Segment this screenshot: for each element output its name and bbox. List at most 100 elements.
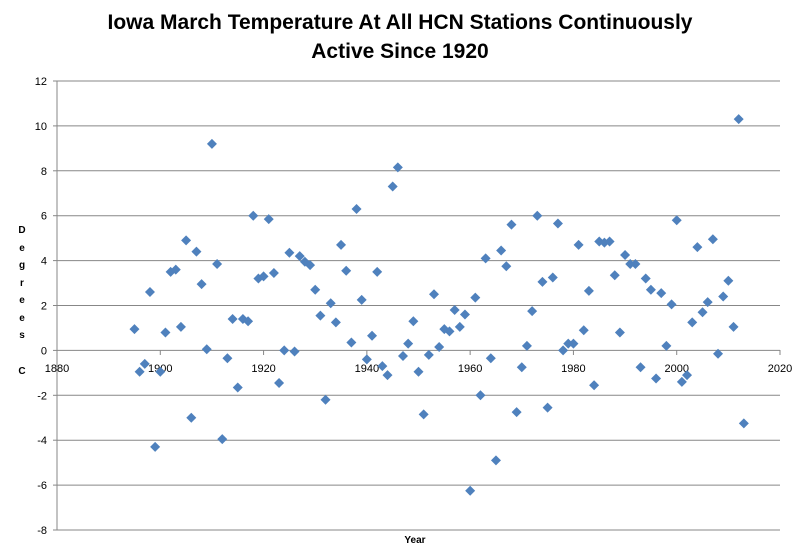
y-axis-label-letter: e bbox=[19, 312, 25, 324]
chart-title-line1: Iowa March Temperature At All HCN Statio… bbox=[107, 11, 693, 34]
data-point bbox=[733, 114, 744, 125]
y-tick-label: -6 bbox=[37, 480, 47, 492]
y-axis-label-letter: e bbox=[19, 242, 25, 254]
data-point bbox=[305, 260, 316, 271]
x-tick-label: 1940 bbox=[355, 363, 379, 375]
data-point bbox=[444, 326, 455, 337]
data-point bbox=[382, 370, 393, 381]
data-point bbox=[527, 306, 538, 317]
y-axis-label-letter: C bbox=[18, 365, 26, 377]
data-point bbox=[367, 330, 378, 341]
data-point bbox=[356, 294, 367, 305]
data-point bbox=[645, 284, 656, 295]
data-point bbox=[511, 407, 522, 418]
data-point bbox=[398, 351, 409, 362]
y-tick-label: 6 bbox=[41, 211, 47, 223]
data-point bbox=[702, 297, 713, 308]
data-point bbox=[506, 219, 517, 230]
data-point bbox=[289, 346, 300, 357]
y-tick-label: 10 bbox=[35, 121, 47, 133]
data-point bbox=[361, 354, 372, 365]
data-point bbox=[341, 265, 352, 276]
data-point bbox=[454, 321, 465, 332]
y-tick-label: 8 bbox=[41, 166, 47, 178]
data-point bbox=[532, 210, 543, 221]
data-point bbox=[676, 376, 687, 387]
data-point bbox=[155, 366, 166, 377]
data-point bbox=[320, 394, 331, 405]
data-point bbox=[697, 307, 708, 318]
data-point bbox=[568, 338, 579, 349]
data-point bbox=[423, 349, 434, 360]
data-point bbox=[232, 382, 243, 393]
data-point bbox=[516, 362, 527, 373]
y-tick-label: -4 bbox=[37, 435, 47, 447]
data-point bbox=[682, 370, 693, 381]
x-tick-label: 2020 bbox=[768, 363, 792, 375]
data-point bbox=[403, 338, 414, 349]
data-point bbox=[578, 325, 589, 336]
data-point bbox=[434, 342, 445, 353]
data-point bbox=[279, 345, 290, 356]
data-point bbox=[330, 317, 341, 328]
chart-title-line2: Active Since 1920 bbox=[311, 40, 489, 63]
data-point bbox=[346, 337, 357, 348]
data-point bbox=[542, 402, 553, 413]
data-point bbox=[129, 324, 140, 335]
data-point bbox=[449, 304, 460, 315]
data-point bbox=[222, 353, 233, 364]
data-point bbox=[738, 418, 749, 429]
y-axis-label-letter: s bbox=[19, 330, 25, 341]
x-tick-label: 2000 bbox=[664, 363, 688, 375]
data-point bbox=[723, 275, 734, 286]
y-axis-label-letter: g bbox=[18, 260, 26, 271]
data-point bbox=[713, 348, 724, 359]
data-point bbox=[274, 377, 285, 388]
data-point bbox=[186, 412, 197, 423]
data-point bbox=[268, 267, 279, 278]
data-point bbox=[206, 138, 217, 149]
data-point bbox=[134, 366, 145, 377]
data-point bbox=[589, 380, 600, 391]
data-point bbox=[547, 272, 558, 283]
data-point bbox=[418, 409, 429, 420]
data-point bbox=[640, 273, 651, 284]
data-point bbox=[671, 215, 682, 226]
data-point bbox=[248, 210, 259, 221]
data-point bbox=[387, 181, 398, 192]
data-point bbox=[150, 441, 161, 452]
data-point bbox=[428, 289, 439, 300]
data-point bbox=[496, 245, 507, 256]
data-point bbox=[336, 239, 347, 250]
data-point bbox=[351, 203, 362, 214]
y-tick-label: 2 bbox=[41, 301, 47, 313]
data-point bbox=[258, 271, 269, 282]
y-axis-label-letter: r bbox=[20, 277, 24, 289]
x-tick-label: 1880 bbox=[45, 363, 69, 375]
data-point bbox=[310, 284, 321, 295]
data-point bbox=[563, 338, 574, 349]
y-tick-label: -2 bbox=[37, 390, 47, 402]
data-point bbox=[635, 362, 646, 373]
y-tick-label: 4 bbox=[41, 256, 47, 268]
data-point bbox=[718, 291, 729, 302]
data-point bbox=[490, 455, 501, 466]
data-point bbox=[372, 266, 383, 277]
data-point bbox=[470, 292, 481, 303]
data-point bbox=[692, 242, 703, 253]
chart-title: Iowa March Temperature At All HCN Statio… bbox=[0, 8, 800, 66]
data-point bbox=[201, 344, 212, 355]
data-point bbox=[160, 327, 171, 338]
data-point bbox=[625, 258, 636, 269]
data-point bbox=[413, 366, 424, 377]
data-point bbox=[583, 285, 594, 296]
data-point bbox=[558, 345, 569, 356]
y-axis-label-letter: e bbox=[19, 295, 25, 306]
x-axis-label: Year bbox=[404, 535, 426, 546]
data-point bbox=[620, 249, 631, 260]
data-point bbox=[315, 310, 326, 321]
data-point bbox=[604, 236, 615, 247]
